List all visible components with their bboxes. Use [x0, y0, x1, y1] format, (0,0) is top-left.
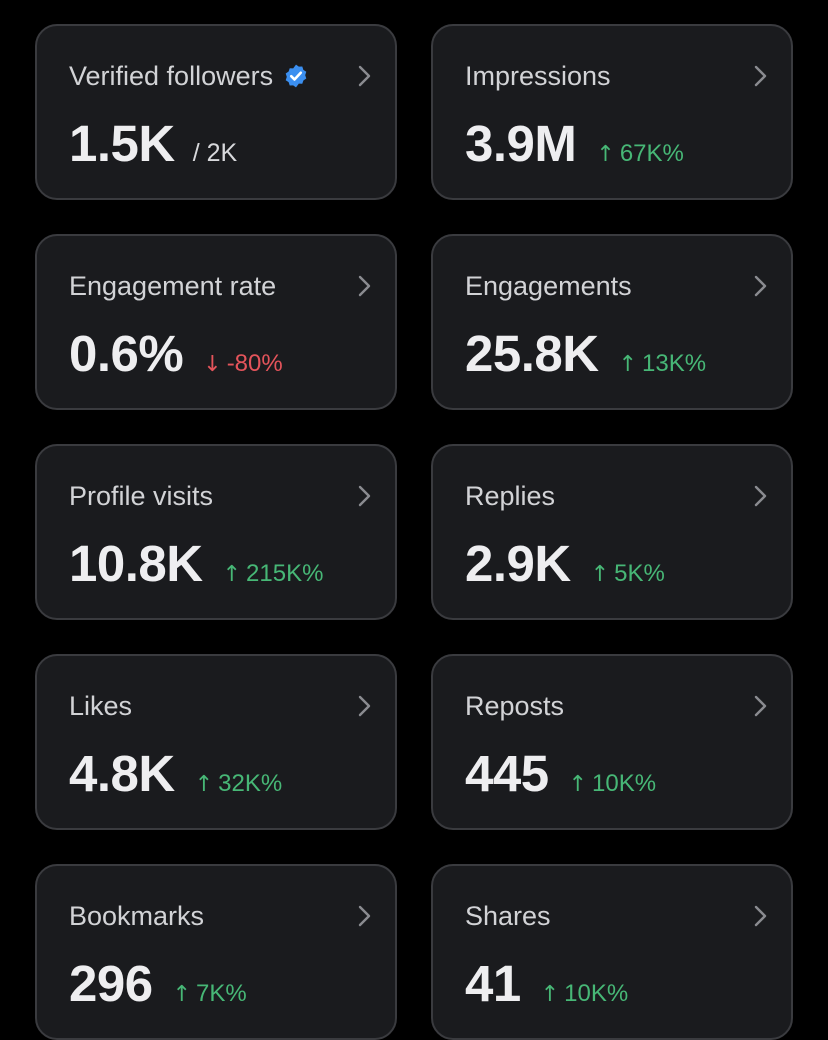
metric-value: 1.5K	[69, 115, 175, 172]
metric-change: ↑ 67K%	[596, 140, 683, 168]
metric-change: ↑ 32K%	[195, 770, 282, 798]
arrow-up-icon: ↑	[194, 772, 214, 797]
metric-value-row: 4.8K ↑ 32K%	[69, 744, 282, 804]
metric-label: Bookmarks	[69, 901, 205, 931]
verified-badge-icon	[285, 64, 307, 88]
chevron-right-icon	[754, 905, 767, 927]
arrow-up-icon: ↑	[172, 982, 192, 1007]
metric-change: ↑ 5K%	[591, 560, 665, 588]
change-percent: 7K%	[196, 980, 247, 1007]
metric-value-row: 25.8K ↑ 13K%	[465, 324, 706, 384]
metric-change: ↑ 10K%	[541, 980, 628, 1008]
chevron-right-icon	[358, 695, 371, 717]
chevron-right-icon	[358, 65, 371, 87]
arrow-up-icon: ↑	[618, 352, 638, 377]
metric-value-row: 3.9M ↑ 67K%	[465, 114, 684, 174]
metric-card-likes[interactable]: Likes 4.8K ↑ 32K%	[35, 654, 397, 830]
metric-label: Impressions	[465, 61, 611, 91]
metric-card-shares[interactable]: Shares 41 ↑ 10K%	[431, 864, 793, 1040]
metric-change: ↑ 10K%	[569, 770, 656, 798]
metric-value: 41	[465, 955, 521, 1012]
metric-value-row: 10.8K ↑ 215K%	[69, 534, 323, 594]
metric-change: ↑ 215K%	[223, 560, 324, 588]
metric-value: 0.6%	[69, 325, 184, 382]
metric-value-row: 1.5K / 2K	[69, 114, 237, 174]
metric-change: ↓ -80%	[203, 350, 282, 378]
chevron-right-icon	[754, 485, 767, 507]
metric-value-row: 41 ↑ 10K%	[465, 954, 628, 1014]
metric-value-row: 296 ↑ 7K%	[69, 954, 247, 1014]
metric-value-row: 445 ↑ 10K%	[465, 744, 656, 804]
change-percent: 32K%	[218, 770, 283, 797]
change-percent: 10K%	[592, 770, 657, 797]
metric-value: 296	[69, 955, 153, 1012]
change-percent: 10K%	[564, 980, 629, 1007]
metric-value: 4.8K	[69, 745, 175, 802]
metric-value: 445	[465, 745, 549, 802]
arrow-up-icon: ↑	[568, 772, 588, 797]
metric-card-impressions[interactable]: Impressions 3.9M ↑ 67K%	[431, 24, 793, 200]
arrow-up-icon: ↑	[596, 142, 615, 167]
metric-value: 25.8K	[465, 325, 599, 382]
chevron-right-icon	[358, 275, 371, 297]
arrow-up-icon: ↑	[590, 562, 610, 587]
metric-change: ↑ 13K%	[619, 350, 706, 378]
metric-label: Replies	[465, 481, 556, 511]
metric-card-reposts[interactable]: Reposts 445 ↑ 10K%	[431, 654, 793, 830]
chevron-right-icon	[754, 65, 767, 87]
metric-value-row: 0.6% ↓ -80%	[69, 324, 283, 384]
chevron-right-icon	[754, 695, 767, 717]
metric-label: Verified followers	[69, 60, 309, 92]
metric-card-replies[interactable]: Replies 2.9K ↑ 5K%	[431, 444, 793, 620]
metric-card-engagement-rate[interactable]: Engagement rate 0.6% ↓ -80%	[35, 234, 397, 410]
change-percent: 13K%	[642, 350, 707, 377]
metric-value: 3.9M	[465, 115, 577, 172]
metric-label: Likes	[69, 691, 133, 721]
change-percent: 5K%	[614, 560, 665, 587]
metric-card-engagements[interactable]: Engagements 25.8K ↑ 13K%	[431, 234, 793, 410]
chevron-right-icon	[358, 905, 371, 927]
arrow-down-icon: ↓	[203, 352, 222, 377]
metric-card-verified-followers[interactable]: Verified followers 1.5K / 2K	[35, 24, 397, 200]
change-percent: 67K%	[619, 140, 684, 167]
metric-goal: / 2K	[192, 139, 238, 167]
metric-label: Shares	[465, 901, 551, 931]
metric-value: 2.9K	[465, 535, 571, 592]
chevron-right-icon	[358, 485, 371, 507]
metric-card-profile-visits[interactable]: Profile visits 10.8K ↑ 215K%	[35, 444, 397, 620]
arrow-up-icon: ↑	[222, 562, 242, 587]
metric-label: Engagement rate	[69, 271, 277, 301]
change-percent: 215K%	[246, 560, 324, 587]
change-percent: -80%	[226, 350, 283, 377]
arrow-up-icon: ↑	[540, 982, 560, 1007]
metric-value-row: 2.9K ↑ 5K%	[465, 534, 665, 594]
metric-label: Engagements	[465, 271, 632, 301]
metric-card-bookmarks[interactable]: Bookmarks 296 ↑ 7K%	[35, 864, 397, 1040]
metric-label: Reposts	[465, 691, 565, 721]
metric-value: 10.8K	[69, 535, 203, 592]
chevron-right-icon	[754, 275, 767, 297]
metric-change: ↑ 7K%	[173, 980, 247, 1008]
metric-label: Profile visits	[69, 481, 214, 511]
